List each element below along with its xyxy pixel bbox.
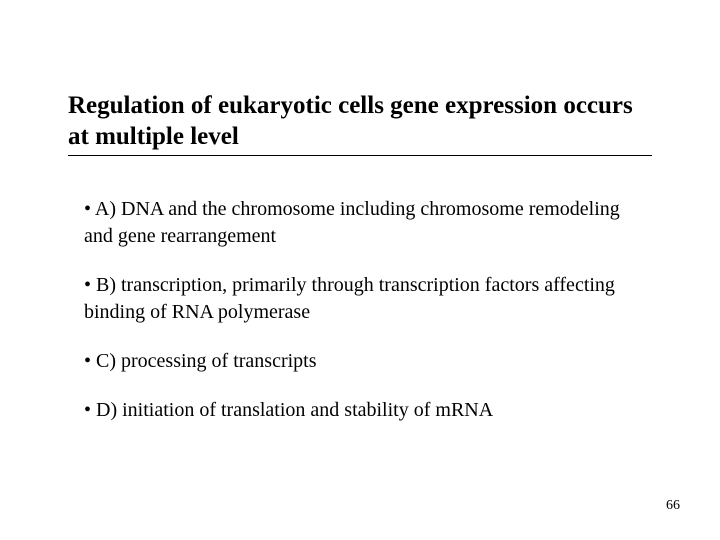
- bullet-item: • D) initiation of translation and stabi…: [84, 397, 652, 424]
- slide-title: Regulation of eukaryotic cells gene expr…: [68, 90, 652, 156]
- bullet-item: • C) processing of transcripts: [84, 348, 652, 375]
- slide-container: Regulation of eukaryotic cells gene expr…: [0, 0, 720, 540]
- bullet-item: • A) DNA and the chromosome including ch…: [84, 196, 652, 250]
- page-number: 66: [666, 498, 680, 514]
- bullet-list: • A) DNA and the chromosome including ch…: [68, 196, 652, 424]
- bullet-item: • B) transcription, primarily through tr…: [84, 272, 652, 326]
